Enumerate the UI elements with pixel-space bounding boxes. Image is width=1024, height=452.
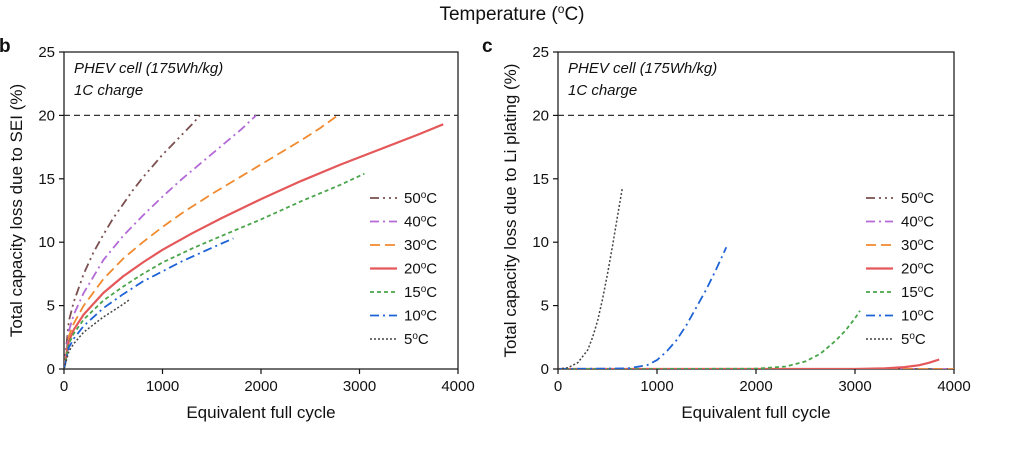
y-tick-label: 5	[541, 298, 549, 315]
legend-label-5c: 5oC	[901, 331, 926, 349]
legend-label-5c: 5oC	[404, 331, 429, 349]
y-axis-label: Total capacity loss due to Li plating (%…	[501, 64, 520, 358]
x-tick-label: 4000	[937, 378, 970, 395]
series-line-15c	[558, 310, 861, 369]
x-tick-label: 1000	[146, 378, 179, 395]
y-tick-label: 15	[532, 171, 549, 188]
y-tick-label: 20	[38, 107, 55, 124]
legend-label-30c: 30oC	[404, 237, 437, 255]
series-line-20c	[558, 358, 940, 369]
series-line-50c	[64, 114, 201, 369]
series-line-10c	[558, 246, 728, 369]
legend-label-40c: 40oC	[404, 213, 437, 231]
legend-label-15c: 15oC	[901, 284, 934, 302]
series-line-20c	[64, 123, 444, 369]
series-group	[558, 187, 954, 369]
plot-frame	[557, 51, 955, 370]
legend-label-15c: 15oC	[404, 284, 437, 302]
y-tick-label: 10	[38, 234, 55, 251]
legend-label-20c: 20oC	[404, 260, 437, 278]
legend-label-30c: 30oC	[901, 237, 934, 255]
figure-title: Temperature (oC)	[439, 2, 584, 25]
x-tick-label: 0	[60, 378, 68, 395]
y-tick-label: 20	[532, 107, 549, 124]
x-tick-label: 2000	[244, 378, 277, 395]
panel-label: b	[0, 36, 11, 57]
y-tick-label: 0	[47, 361, 55, 378]
x-tick-label: 2000	[739, 378, 772, 395]
x-tick-label: 4000	[441, 378, 474, 395]
panel-label: c	[482, 36, 493, 57]
chart-annotation: 1C charge	[568, 82, 637, 99]
plot-frame	[63, 51, 459, 370]
y-tick-label: 25	[38, 44, 55, 61]
chart-annotation: 1C charge	[74, 82, 143, 99]
legend-label-40c: 40oC	[901, 213, 934, 231]
chart-panel-c: c 0 1000 2000 3000 4000 0 5 10 15 20 25 Equivalent f…	[482, 36, 971, 422]
series-line-15c	[64, 172, 365, 369]
y-tick-label: 5	[47, 298, 55, 315]
y-tick-label: 0	[541, 361, 549, 378]
y-axis-label: Total capacity loss due to SEI (%)	[7, 84, 26, 337]
x-tick-label: 3000	[838, 378, 871, 395]
y-tick-label: 10	[532, 234, 549, 251]
legend-label-10c: 10oC	[901, 307, 934, 325]
legend-label-50c: 50oC	[404, 190, 437, 208]
series-line-5c	[558, 187, 624, 369]
series-line-40c	[64, 114, 257, 369]
legend-label-20c: 20oC	[901, 260, 934, 278]
x-axis-label: Equivalent full cycle	[681, 403, 830, 422]
x-tick-label: 1000	[640, 378, 673, 395]
chart-annotation: PHEV cell (175Wh/kg)	[74, 60, 223, 77]
series-line-5c	[64, 298, 131, 369]
series-group	[64, 114, 444, 369]
series-line-30c	[64, 114, 339, 369]
chart-panel-b: b 0 1000 2000 3000 4000 0 5 10 15 20 25 Equivalent f…	[0, 36, 475, 422]
x-tick-label: 3000	[343, 378, 376, 395]
chart-annotation: PHEV cell (175Wh/kg)	[568, 60, 717, 77]
legend-label-10c: 10oC	[404, 307, 437, 325]
series-line-10c	[64, 237, 234, 369]
x-axis-label: Equivalent full cycle	[186, 403, 335, 422]
legend-label-50c: 50oC	[901, 190, 934, 208]
y-tick-label: 25	[532, 44, 549, 61]
y-tick-label: 15	[38, 171, 55, 188]
x-tick-label: 0	[554, 378, 562, 395]
